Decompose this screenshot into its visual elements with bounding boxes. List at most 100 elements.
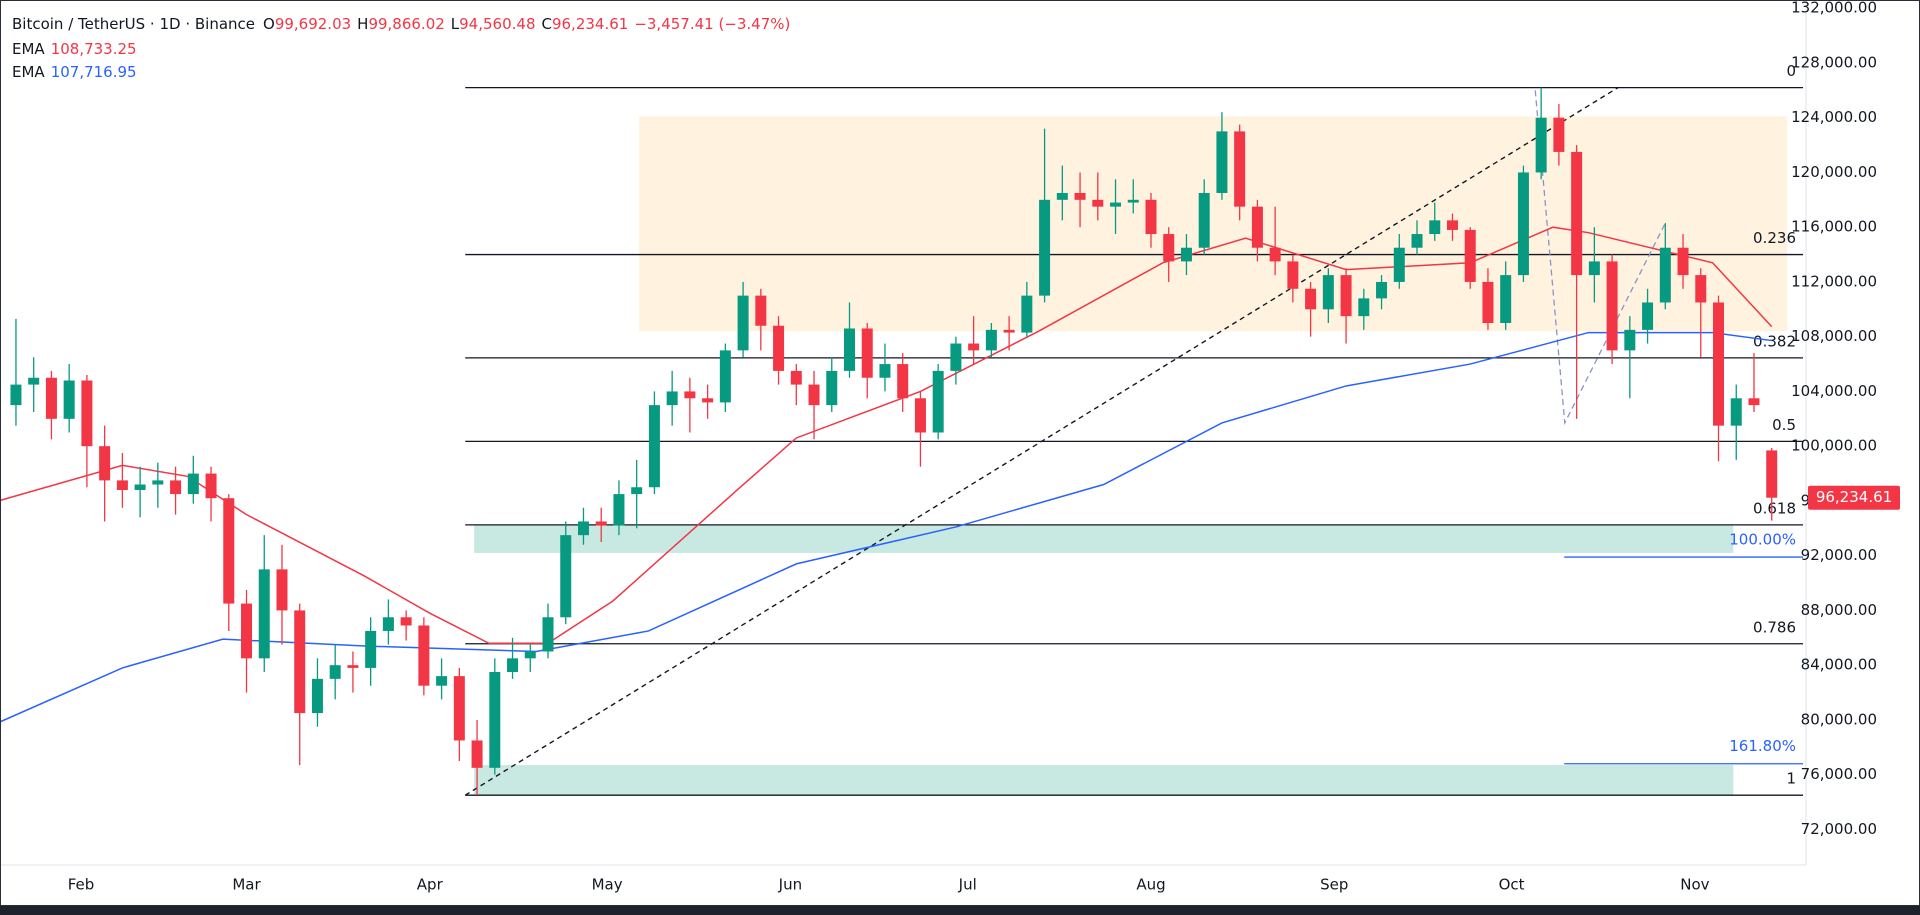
candle-body bbox=[684, 391, 696, 399]
candle-body bbox=[631, 487, 643, 495]
candle-body bbox=[968, 343, 980, 351]
ema-name: EMA bbox=[12, 40, 45, 58]
candle-body bbox=[134, 484, 146, 490]
candle-body bbox=[81, 380, 93, 447]
candle-body bbox=[294, 610, 306, 714]
candle-body bbox=[1127, 199, 1139, 203]
candle-body bbox=[1180, 247, 1192, 262]
ema-name: EMA bbox=[12, 63, 45, 81]
candle-body bbox=[1092, 199, 1104, 207]
candle-body bbox=[702, 398, 714, 403]
fib-label: 1 bbox=[1786, 770, 1796, 788]
candle-body bbox=[276, 569, 288, 611]
ema-value: 108,733.25 bbox=[51, 40, 137, 58]
candle-body bbox=[861, 328, 873, 378]
ohlc-key: C bbox=[541, 15, 551, 33]
x-tick-label: Aug bbox=[1136, 876, 1165, 894]
candle-body bbox=[1251, 206, 1263, 248]
symbol: Bitcoin / TetherUS · 1D · Binance bbox=[12, 15, 255, 33]
y-tick-label: 88,000.00 bbox=[1801, 601, 1877, 619]
fib-label: 0 bbox=[1786, 62, 1796, 80]
extension-label: 100.00% bbox=[1729, 531, 1796, 549]
ohlc-value: 96,234.61 bbox=[552, 15, 628, 33]
candle-body bbox=[1588, 261, 1600, 276]
candle-body bbox=[1766, 450, 1778, 498]
y-tick-label: 116,000.00 bbox=[1791, 218, 1877, 236]
candle-body bbox=[1269, 247, 1281, 262]
candle-body bbox=[879, 364, 891, 378]
legend-header: Bitcoin / TetherUS · 1D · Binance O99,692… bbox=[12, 15, 790, 33]
candle-body bbox=[1606, 261, 1618, 351]
fib-label: 0.236 bbox=[1753, 229, 1796, 247]
last-price-label: 96,234.61 bbox=[1816, 488, 1892, 506]
fib-label: 0.786 bbox=[1753, 618, 1796, 636]
y-tick-label: 112,000.00 bbox=[1791, 272, 1877, 290]
candle-body bbox=[773, 325, 785, 371]
candle-body bbox=[187, 473, 199, 495]
candle-body bbox=[843, 328, 855, 371]
ohlc-key: O bbox=[263, 15, 275, 33]
candle-body bbox=[826, 370, 838, 406]
ema-legend: EMA 108,733.25 bbox=[12, 40, 137, 58]
candle-body bbox=[436, 676, 448, 686]
ema-line bbox=[0, 331, 1772, 723]
candle-body bbox=[1358, 298, 1370, 317]
candle-body bbox=[1517, 172, 1529, 276]
candle-body bbox=[542, 617, 554, 652]
candle-body bbox=[170, 480, 182, 495]
ema-legend: EMA 107,716.95 bbox=[12, 63, 137, 81]
candle-body bbox=[613, 494, 625, 526]
candle-body bbox=[1003, 329, 1015, 333]
candle-body bbox=[241, 603, 253, 659]
candle-body bbox=[719, 350, 731, 403]
candle-body bbox=[1039, 199, 1051, 296]
trendline bbox=[464, 86, 1619, 796]
candle-body bbox=[595, 521, 607, 526]
bottom-bar bbox=[0, 906, 1920, 915]
x-tick-label: Oct bbox=[1499, 876, 1525, 894]
candle-body bbox=[453, 676, 465, 741]
ohlc-key: L bbox=[451, 15, 460, 33]
candle-body bbox=[560, 535, 572, 618]
candle-body bbox=[1305, 288, 1317, 310]
candle-body bbox=[524, 651, 536, 659]
support-zone bbox=[474, 524, 1734, 553]
y-tick-label: 92,000.00 bbox=[1801, 546, 1877, 564]
candle-body bbox=[1411, 234, 1423, 248]
ohlc-value: 94,560.48 bbox=[459, 15, 535, 33]
candle-body bbox=[1163, 234, 1175, 262]
candle-body bbox=[1482, 281, 1494, 324]
candle-body bbox=[1021, 295, 1033, 333]
candle-body bbox=[1464, 229, 1476, 282]
candle-body bbox=[1287, 261, 1299, 289]
y-tick-label: 84,000.00 bbox=[1801, 656, 1877, 674]
range-box bbox=[639, 116, 1788, 332]
candle-body bbox=[1145, 199, 1157, 235]
candle-body bbox=[1429, 220, 1441, 235]
x-tick-label: Nov bbox=[1680, 876, 1709, 894]
candle-body bbox=[400, 617, 412, 626]
candle-body bbox=[755, 295, 767, 326]
ema-value: 107,716.95 bbox=[51, 63, 137, 81]
candle-body bbox=[365, 630, 377, 668]
candle-body bbox=[1695, 275, 1707, 303]
x-tick-label: Feb bbox=[68, 876, 95, 894]
plot-area: 0 0.236 0.382 0.5 0.618 0.786 1 100.00% 161.80% bbox=[0, 62, 1804, 796]
candle-body bbox=[808, 384, 820, 406]
candle-body bbox=[1322, 275, 1334, 310]
ohlc-value: 99,866.02 bbox=[368, 15, 444, 33]
candle-body bbox=[1642, 302, 1654, 330]
candle-body bbox=[347, 665, 359, 668]
y-tick-label: 132,000.00 bbox=[1791, 0, 1877, 17]
candle-body bbox=[1659, 247, 1671, 303]
x-tick-label: May bbox=[592, 876, 623, 894]
y-tick-label: 80,000.00 bbox=[1801, 710, 1877, 728]
candle-body bbox=[1571, 151, 1583, 276]
y-tick-label: 120,000.00 bbox=[1791, 163, 1877, 181]
fib-label: 0.382 bbox=[1753, 332, 1796, 350]
candle-body bbox=[790, 370, 802, 385]
candle-body bbox=[914, 398, 926, 433]
candle-body bbox=[1234, 131, 1246, 207]
candle-body bbox=[311, 678, 323, 714]
